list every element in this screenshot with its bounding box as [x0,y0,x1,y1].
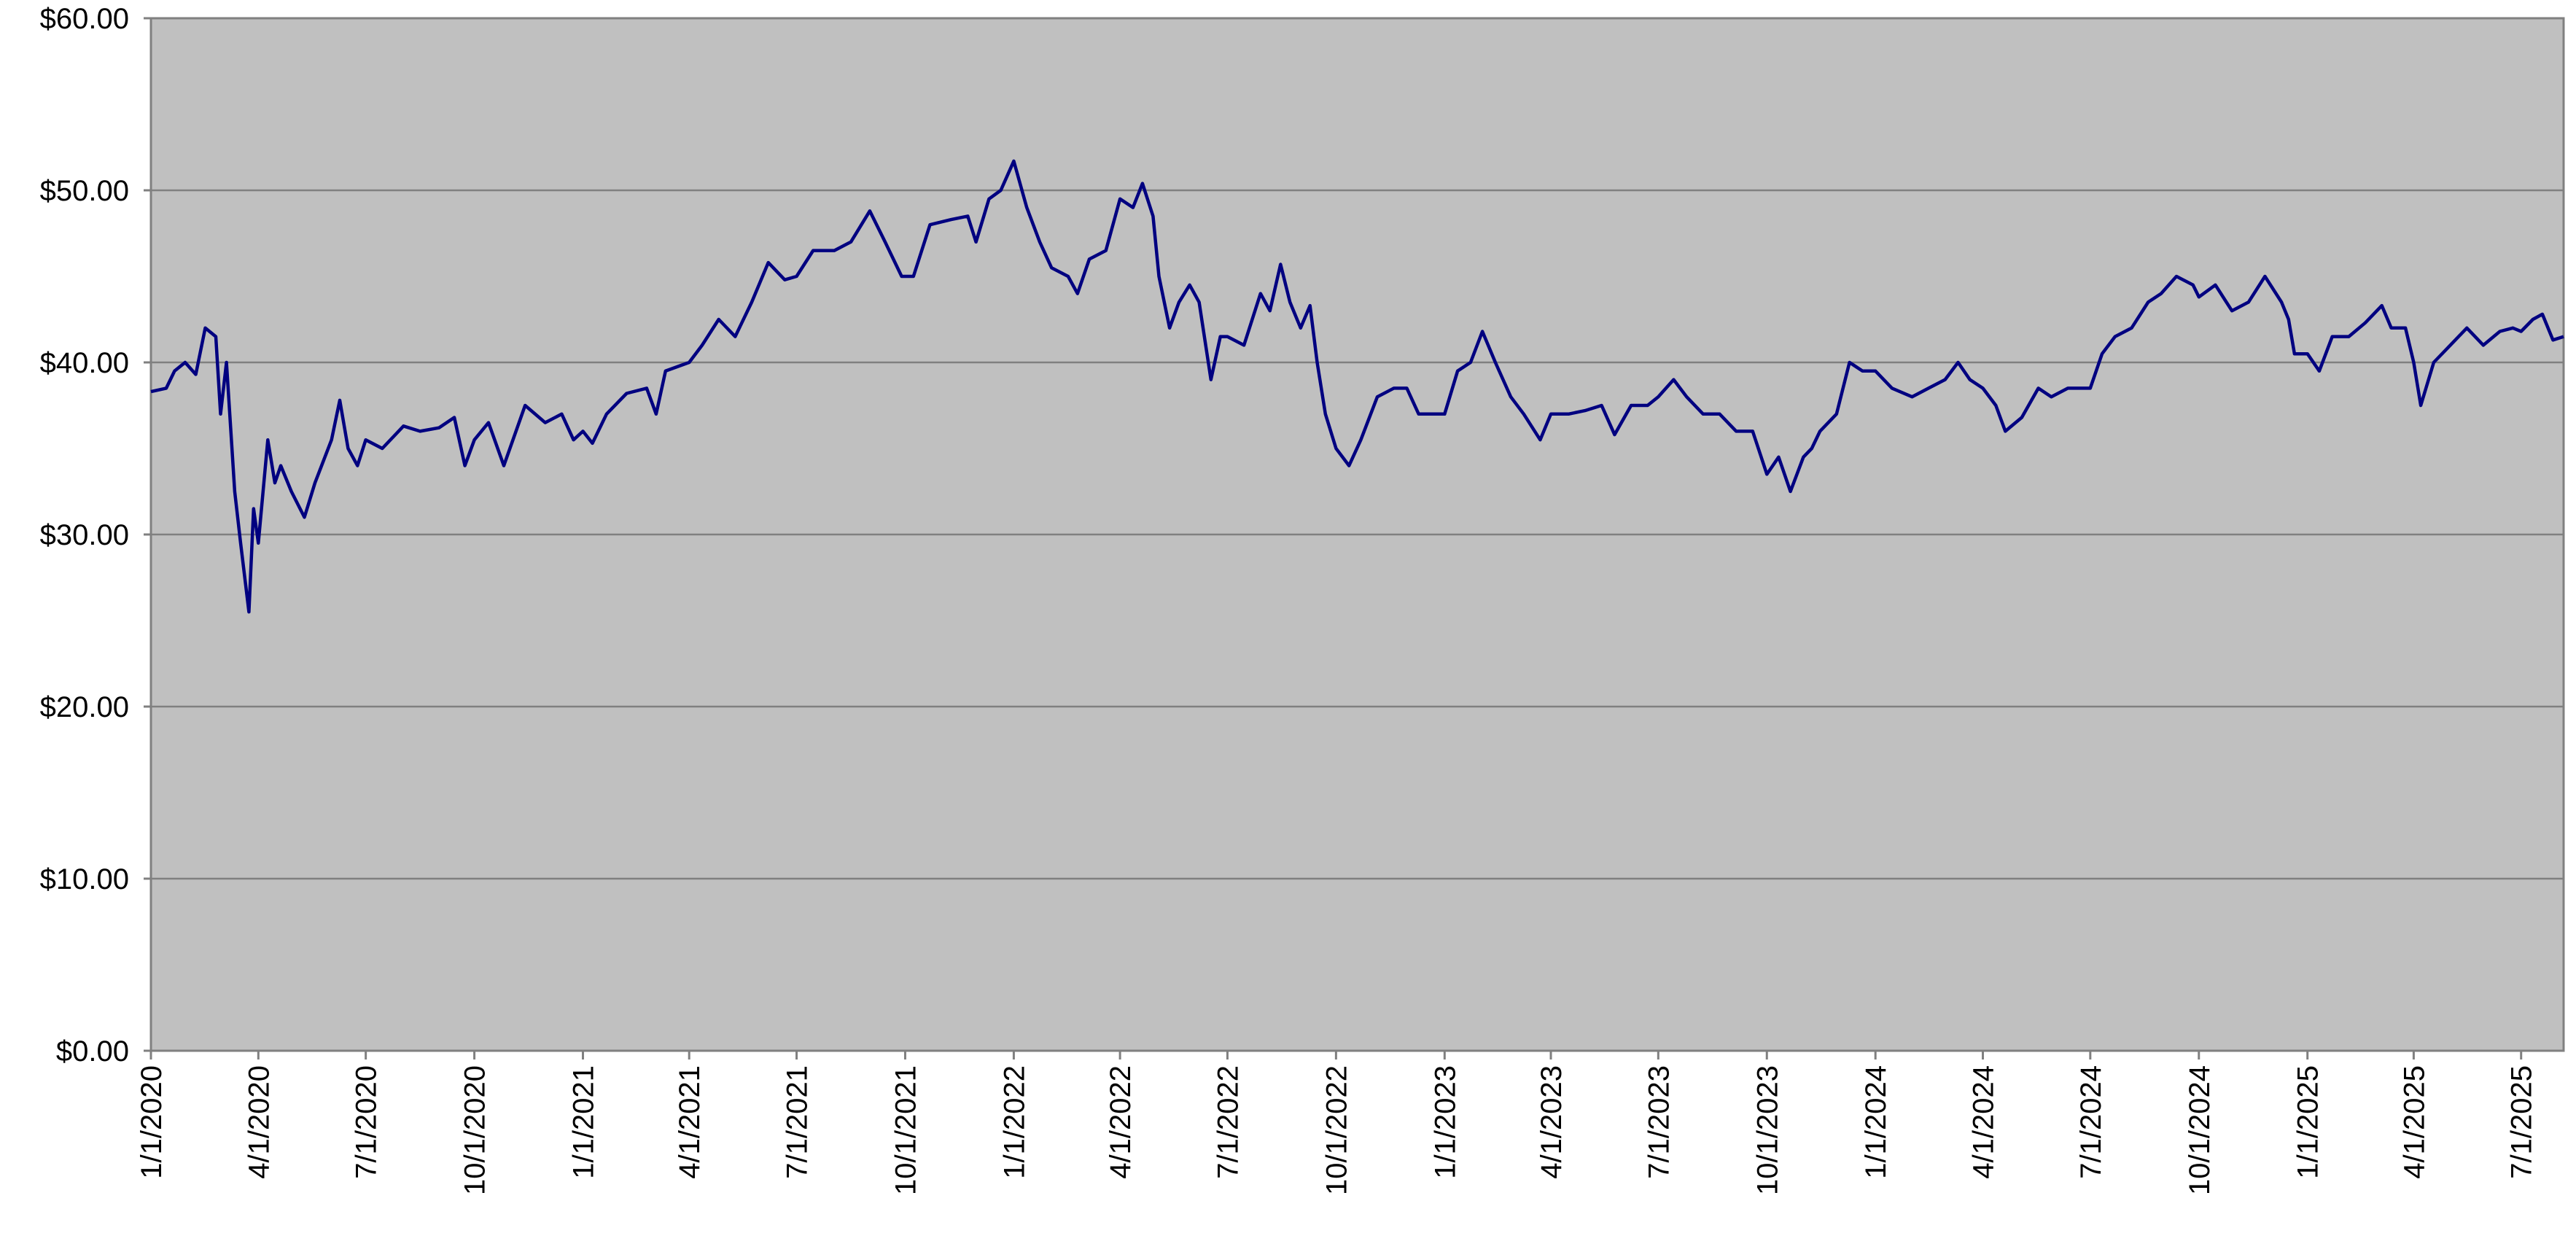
y-tick-label: $30.00 [40,519,129,551]
y-tick-label: $40.00 [40,347,129,379]
x-tick-label: 4/1/2022 [1105,1065,1137,1179]
x-tick-label: 1/1/2021 [568,1065,600,1179]
y-tick-label: $10.00 [40,863,129,895]
x-tick-label: 1/1/2020 [136,1065,168,1179]
x-tick-label: 7/1/2025 [2506,1065,2538,1179]
y-tick-label: $60.00 [40,3,129,35]
x-tick-label: 1/1/2025 [2292,1065,2324,1179]
x-tick-label: 4/1/2023 [1536,1065,1568,1179]
y-tick-label: $20.00 [40,691,129,723]
x-tick-label: 7/1/2021 [782,1065,814,1179]
x-tick-label: 7/1/2024 [2075,1065,2107,1179]
x-tick-label: 4/1/2021 [674,1065,706,1179]
x-tick-label: 10/1/2021 [890,1065,922,1195]
x-tick-label: 4/1/2024 [1968,1065,2000,1179]
x-tick-label: 1/1/2022 [998,1065,1030,1179]
x-tick-label: 7/1/2022 [1212,1065,1244,1179]
x-tick-label: 7/1/2023 [1643,1065,1675,1179]
x-tick-label: 10/1/2023 [1751,1065,1783,1195]
y-tick-label: $50.00 [40,175,129,207]
x-tick-label: 7/1/2020 [351,1065,383,1179]
x-tick-label: 10/1/2020 [459,1065,491,1195]
price-line [150,159,2564,614]
x-tick-label: 10/1/2022 [1320,1065,1353,1195]
x-tick-label: 4/1/2020 [243,1065,275,1179]
y-tick-label: $0.00 [56,1035,129,1068]
x-tick-label: 1/1/2023 [1429,1065,1461,1179]
x-tick-label: 10/1/2024 [2184,1065,2216,1195]
x-tick-label: 4/1/2025 [2398,1065,2430,1179]
x-tick-label: 1/1/2024 [1860,1065,1892,1179]
